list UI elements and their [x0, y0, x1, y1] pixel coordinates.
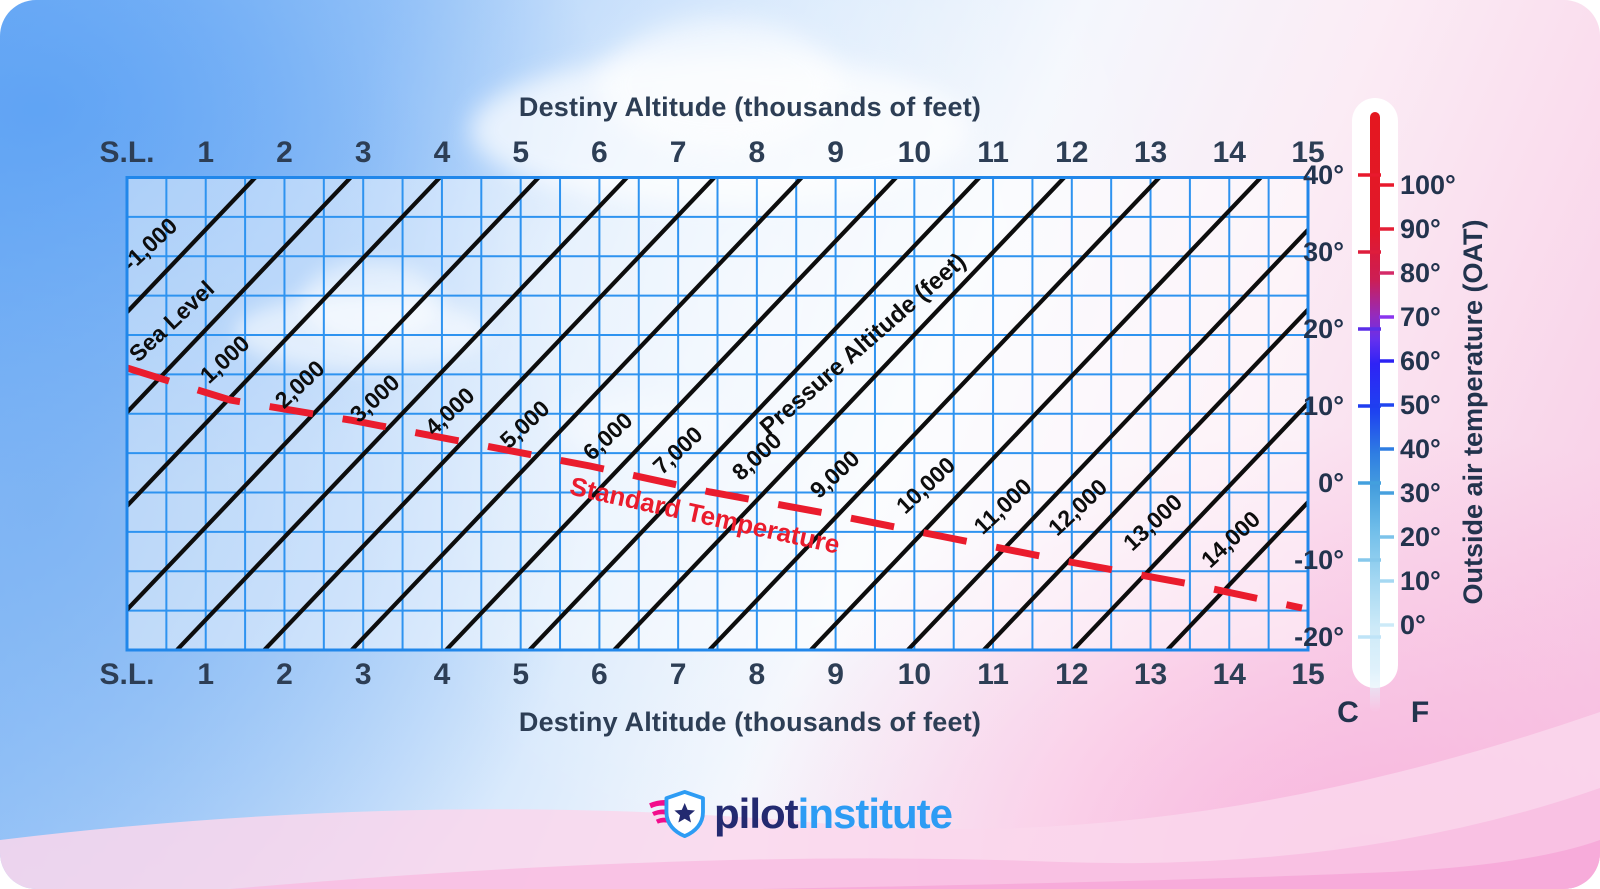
x-tick-bottom: 1 [197, 658, 214, 691]
celsius-tick-label: 10° [1303, 391, 1344, 421]
fahrenheit-tick-label: 20° [1400, 522, 1441, 552]
x-tick-top: 7 [670, 136, 687, 169]
x-tick-bottom: 10 [898, 658, 931, 691]
x-tick-bottom: 7 [670, 658, 687, 691]
standard-temperature-line [127, 364, 1303, 612]
x-tick-top: 6 [591, 136, 608, 169]
x-tick-top: 8 [749, 136, 766, 169]
x-tick-top: 5 [512, 136, 529, 169]
fahrenheit-tick-label: 50° [1400, 390, 1441, 420]
wave-band-2 [230, 788, 1600, 889]
pressure-line [706, 177, 1163, 650]
pressure-line [174, 177, 630, 650]
pressure-line [127, 177, 259, 316]
fahrenheit-tick-label: 70° [1400, 302, 1441, 332]
pressure-line [980, 306, 1308, 650]
x-tick-bottom: 14 [1213, 658, 1247, 691]
x-axis-ticks-bottom: S.L. 1 2 3 4 5 6 7 8 9 10 11 12 13 14 15 [99, 658, 1324, 691]
celsius-tick-label: 0° [1318, 468, 1344, 498]
oat-axis-label: Outside air temperature (OAT) [1458, 219, 1488, 605]
pressure-altitude-lines [127, 177, 1308, 650]
thermometer-bar [1370, 112, 1380, 712]
plot-border [125, 176, 1310, 652]
pressure-line [127, 177, 354, 416]
x-tick-bottom: 5 [512, 658, 529, 691]
pressure-line [127, 177, 542, 613]
pressure-line [127, 177, 443, 509]
pilot-institute-logo: pilotinstitute [648, 789, 953, 839]
celsius-tick-label: 20° [1303, 314, 1344, 344]
pressure-line [443, 177, 900, 650]
x-tick-bottom: 8 [749, 658, 766, 691]
fahrenheit-tick-label: 40° [1400, 434, 1441, 464]
x-tick-top: S.L. [99, 136, 154, 169]
x-tick-bottom: 11 [977, 658, 1009, 691]
x-tick-bottom: 15 [1291, 658, 1324, 691]
pressure-line [904, 226, 1308, 650]
x-tick-bottom: S.L. [99, 658, 154, 691]
pressure-line [1164, 499, 1308, 650]
x-tick-top: 10 [898, 136, 931, 169]
x-tick-top: 3 [355, 136, 372, 169]
logo-wordmark: pilotinstitute [714, 790, 953, 837]
x-tick-bottom: 13 [1134, 658, 1167, 691]
pressure-line [348, 177, 805, 650]
x-tick-bottom: 4 [434, 658, 451, 691]
x-tick-bottom: 6 [591, 658, 608, 691]
cloud-top-center-bump [600, 20, 840, 150]
thermometer-ticks: 40° 30° 20° 10° 0° -10° -20° 100° 90° 80° 70° 60° 50… [1294, 160, 1456, 652]
fahrenheit-tick-label: 30° [1400, 478, 1441, 508]
x-tick-top: 13 [1134, 136, 1167, 169]
pressure-line [807, 177, 1264, 650]
fahrenheit-tick-label: 0° [1400, 610, 1426, 640]
fahrenheit-tick-label: 80° [1400, 258, 1441, 288]
celsius-unit-label: C [1337, 696, 1359, 729]
x-tick-top: 1 [197, 136, 214, 169]
x-axis-ticks-top: S.L. 1 2 3 4 5 6 7 8 9 10 11 12 13 14 15 [99, 136, 1324, 169]
x-tick-top: 12 [1055, 136, 1088, 169]
logo-text-pilot: pilot [714, 790, 799, 837]
x-axis-title-bottom: Destiny Altitude (thousands of feet) [518, 707, 982, 737]
wave-band-3 [760, 840, 1600, 889]
x-tick-bottom: 3 [355, 658, 372, 691]
pressure-line [611, 177, 1068, 650]
x-tick-top: 4 [434, 136, 451, 169]
celsius-tick-label: 40° [1303, 160, 1344, 190]
pressure-line [261, 177, 718, 650]
fahrenheit-tick-label: 100° [1400, 170, 1456, 200]
thermometer: 40° 30° 20° 10° 0° -10° -20° 100° 90° 80° 70° 60° 50… [1294, 98, 1456, 712]
pilot-institute-logo-icon [649, 789, 705, 839]
star-icon [674, 802, 695, 823]
x-tick-top: 15 [1291, 136, 1324, 169]
fahrenheit-unit-label: F [1410, 696, 1430, 729]
fahrenheit-tick-label: 90° [1400, 214, 1441, 244]
x-tick-top: 11 [977, 136, 1009, 169]
logo-text-institute: institute [797, 790, 953, 837]
x-tick-bottom: 9 [827, 658, 844, 691]
x-tick-bottom: 12 [1055, 658, 1088, 691]
celsius-tick-label: -10° [1294, 545, 1344, 575]
x-tick-top: 9 [827, 136, 844, 169]
fahrenheit-tick-label: 10° [1400, 566, 1441, 596]
pressure-line [526, 177, 983, 650]
celsius-tick-label: -20° [1294, 622, 1344, 652]
celsius-tick-label: 30° [1303, 237, 1344, 267]
x-tick-bottom: 2 [276, 658, 293, 691]
fahrenheit-tick-label: 60° [1400, 346, 1441, 376]
x-tick-top: 2 [276, 136, 293, 169]
wave-band-1 [0, 712, 1600, 889]
x-axis-title-top: Destiny Altitude (thousands of feet) [518, 92, 982, 122]
x-tick-top: 14 [1213, 136, 1247, 169]
